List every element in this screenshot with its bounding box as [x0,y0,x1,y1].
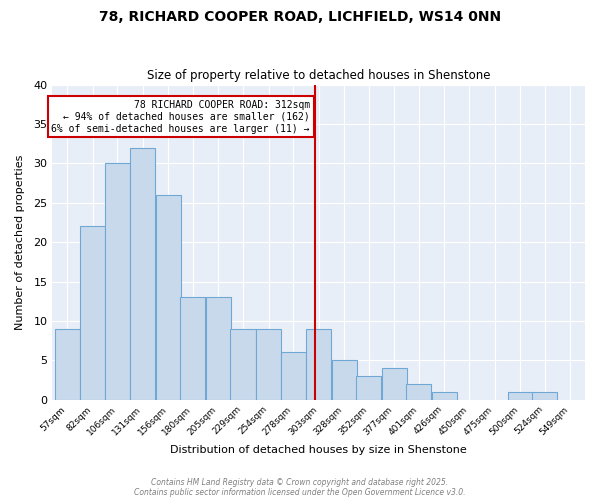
Y-axis label: Number of detached properties: Number of detached properties [15,154,25,330]
Bar [332,360,357,400]
Bar [508,392,533,400]
Text: 78, RICHARD COOPER ROAD, LICHFIELD, WS14 0NN: 78, RICHARD COOPER ROAD, LICHFIELD, WS14… [99,10,501,24]
Bar [306,329,331,400]
Bar [105,164,130,400]
Bar [206,298,231,400]
Bar [406,384,431,400]
Bar [356,376,381,400]
Text: Contains HM Land Registry data © Crown copyright and database right 2025.
Contai: Contains HM Land Registry data © Crown c… [134,478,466,497]
Bar [156,195,181,400]
Bar [432,392,457,400]
Bar [532,392,557,400]
Title: Size of property relative to detached houses in Shenstone: Size of property relative to detached ho… [147,69,490,82]
Bar [382,368,407,400]
Bar [55,329,80,400]
Bar [281,352,305,400]
Bar [130,148,155,400]
Bar [181,298,205,400]
Bar [80,226,105,400]
Bar [230,329,256,400]
Text: 78 RICHARD COOPER ROAD: 312sqm
← 94% of detached houses are smaller (162)
6% of : 78 RICHARD COOPER ROAD: 312sqm ← 94% of … [52,100,310,134]
X-axis label: Distribution of detached houses by size in Shenstone: Distribution of detached houses by size … [170,445,467,455]
Bar [256,329,281,400]
